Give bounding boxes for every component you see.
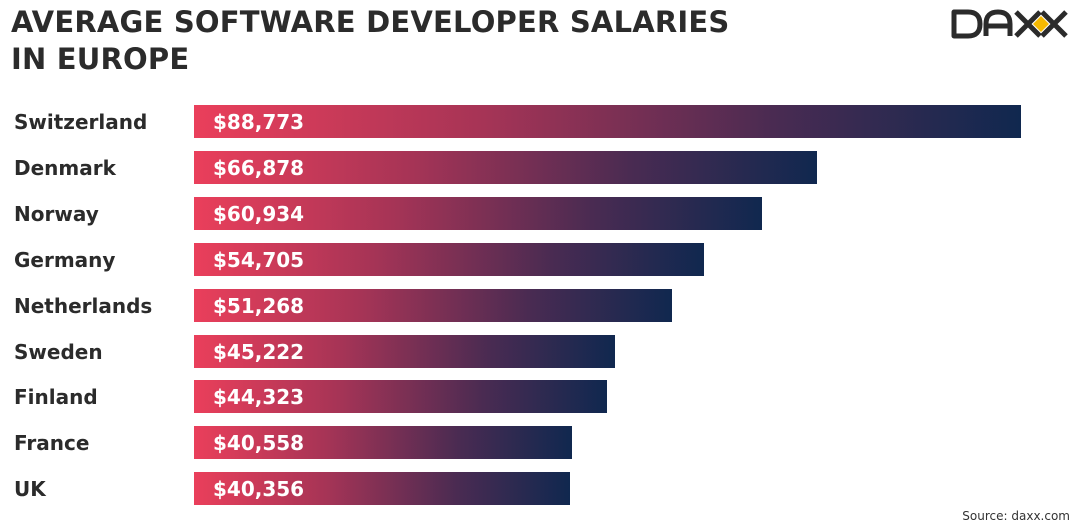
- category-label: France: [14, 431, 90, 456]
- bar: $40,356: [194, 472, 570, 506]
- chart-title: AVERAGE SOFTWARE DEVELOPER SALARIES IN E…: [11, 4, 730, 78]
- bar: $40,558: [194, 426, 572, 460]
- source-note: Source: daxx.com: [962, 509, 1070, 523]
- data-label: $40,356: [213, 477, 305, 502]
- bar: $54,705: [194, 242, 704, 276]
- daxx-logo: [951, 9, 1068, 39]
- bar-row: Switzerland $88,773: [0, 105, 1080, 139]
- category-label: Norway: [14, 201, 99, 226]
- bar-row: Sweden $45,222: [0, 334, 1080, 369]
- bar: $45,222: [194, 334, 616, 368]
- category-label: Denmark: [14, 155, 116, 180]
- category-label: Sweden: [14, 339, 103, 364]
- data-label: $60,934: [213, 201, 305, 226]
- bar: $51,268: [194, 288, 672, 322]
- bar-row: Norway $60,934: [0, 196, 1080, 231]
- bar-row: France $40,558: [0, 426, 1080, 460]
- category-label: Finland: [14, 385, 98, 410]
- category-label: Germany: [14, 247, 116, 272]
- bar-row: Germany $54,705: [0, 242, 1080, 277]
- bar: $60,934: [194, 196, 762, 230]
- bar-row: Netherlands $51,268: [0, 288, 1080, 323]
- category-label: Switzerland: [14, 110, 148, 134]
- title-line-1: AVERAGE SOFTWARE DEVELOPER SALARIES: [11, 5, 730, 39]
- bar: $66,878: [194, 150, 818, 184]
- data-label: $88,773: [213, 110, 305, 134]
- data-label: $44,323: [213, 385, 305, 410]
- bar-row: Denmark $66,878: [0, 150, 1080, 185]
- data-label: $51,268: [213, 293, 305, 318]
- category-label: Netherlands: [14, 293, 153, 318]
- bar-row: Finland $44,323: [0, 380, 1080, 414]
- category-label: UK: [14, 477, 46, 502]
- data-label: $54,705: [213, 247, 305, 272]
- title-line-2: IN EUROPE: [11, 42, 190, 76]
- data-label: $66,878: [213, 155, 305, 180]
- data-label: $40,558: [213, 431, 305, 456]
- bar-row: UK $40,356: [0, 472, 1080, 506]
- bar: $88,773: [194, 105, 1021, 138]
- data-label: $45,222: [213, 339, 305, 364]
- bar: $44,323: [194, 380, 607, 414]
